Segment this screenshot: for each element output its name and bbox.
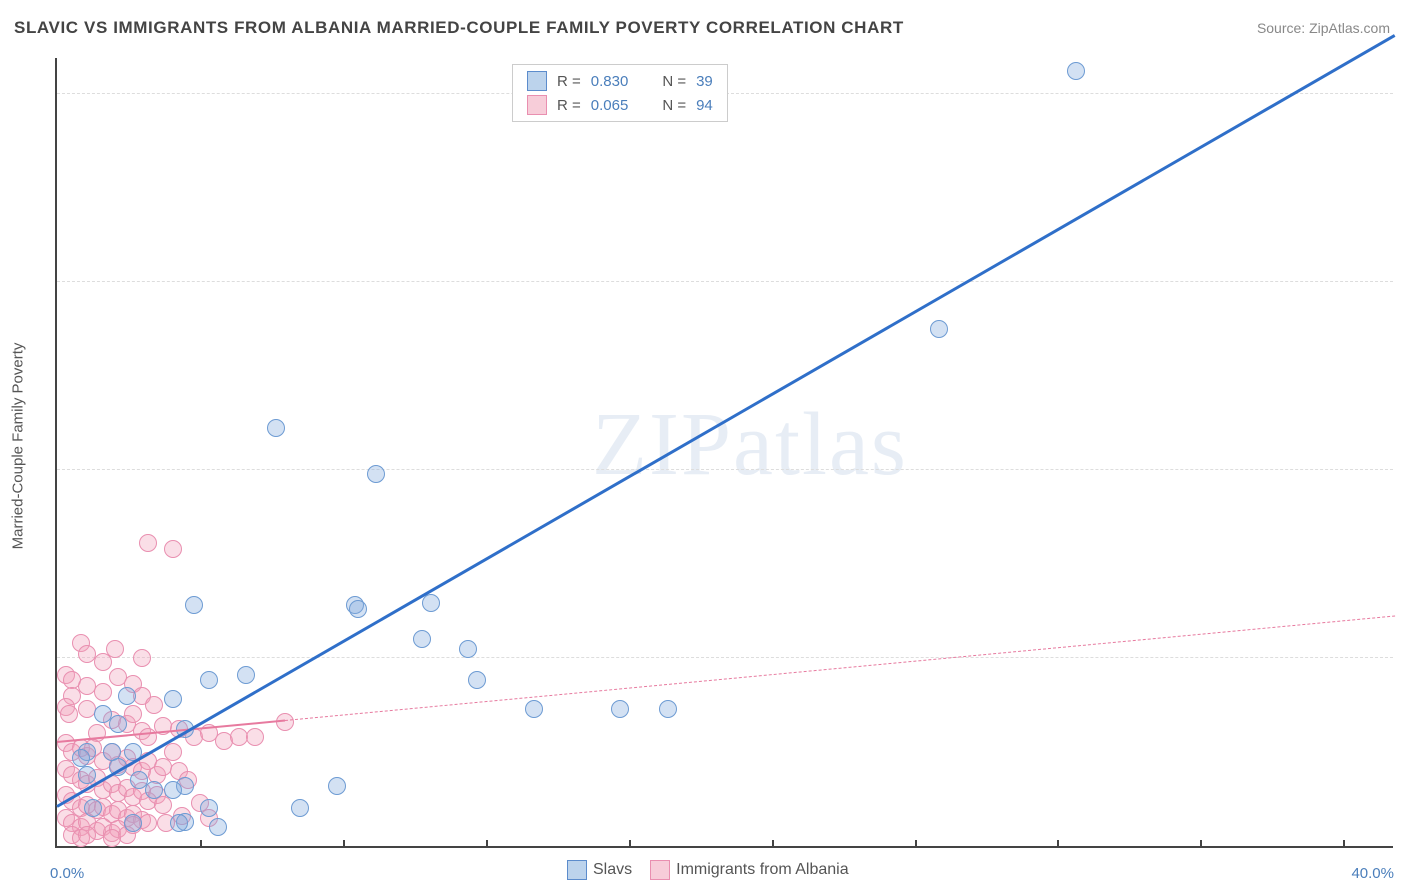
x-tick [629,840,631,848]
slavs-point [72,749,90,767]
chart-container: SLAVIC VS IMMIGRANTS FROM ALBANIA MARRIE… [0,0,1406,892]
trend-line [56,34,1395,808]
slavs-point [209,818,227,836]
n-value: 39 [696,73,713,90]
slavs-point [291,799,309,817]
slavs-point [170,814,188,832]
albania-point [145,696,163,714]
slavs-point [84,799,102,817]
albania-point [139,534,157,552]
n-label: N = [662,73,686,90]
gridline [57,657,1393,658]
slavs-point [124,814,142,832]
n-label: N = [662,97,686,114]
slavs-point [267,419,285,437]
x-tick [1343,840,1345,848]
slavs-point [164,690,182,708]
stats-legend-row: R = 0.065 N = 94 [527,95,713,115]
legend-swatch [567,860,587,880]
legend-swatch [650,860,670,880]
albania-point [246,728,264,746]
slavs-point [1067,62,1085,80]
slavs-point [237,666,255,684]
r-label: R = [557,97,581,114]
source-attribution: Source: ZipAtlas.com [1257,20,1390,36]
y-axis-label: Married-Couple Family Poverty [10,343,27,550]
x-end-label: 40.0% [1351,865,1394,882]
slavs-point [459,640,477,658]
slavs-point [145,781,163,799]
albania-point [78,826,96,844]
albania-point [60,705,78,723]
trend-line [285,616,1395,722]
slavs-point [659,700,677,718]
legend-swatch [527,71,547,91]
slavs-point [94,705,112,723]
series-legend: Slavs Immigrants from Albania [567,860,849,880]
plot-area: ZIPatlas 10.0%20.0%30.0%40.0%R =0.830N =… [55,58,1393,848]
albania-point [133,649,151,667]
r-value: 0.065 [591,97,629,114]
slavs-point [164,781,182,799]
gridline [57,281,1393,282]
watermark-atlas: atlas [733,395,908,494]
watermark-zip: ZIP [592,395,733,494]
r-label: R = [557,73,581,90]
gridline [57,469,1393,470]
slavs-point [611,700,629,718]
x-origin-label: 0.0% [50,865,84,882]
series-label: Immigrants from Albania [676,861,849,879]
slavs-point [468,671,486,689]
r-value: 0.830 [591,73,629,90]
slavs-point [367,465,385,483]
chart-title: SLAVIC VS IMMIGRANTS FROM ALBANIA MARRIE… [14,18,904,38]
albania-point [124,705,142,723]
slavs-point [328,777,346,795]
stats-legend: R = 0.830 N = 39 R = 0.065 N = 94 [512,64,728,122]
x-tick [915,840,917,848]
slavs-point [118,687,136,705]
albania-point [94,683,112,701]
stats-legend-row: R = 0.830 N = 39 [527,71,713,91]
slavs-point [349,600,367,618]
albania-point [103,829,121,847]
slavs-point [109,715,127,733]
slavs-point [422,594,440,612]
slavs-point [200,799,218,817]
slavs-point [200,671,218,689]
albania-point [94,653,112,671]
albania-point [164,540,182,558]
x-tick [343,840,345,848]
albania-point [139,728,157,746]
x-tick [486,840,488,848]
slavs-point [185,596,203,614]
series-label: Slavs [593,861,632,879]
albania-point [164,743,182,761]
n-value: 94 [696,97,713,114]
x-tick [772,840,774,848]
series-legend-item: Slavs [567,860,632,880]
slavs-point [78,766,96,784]
x-tick [1200,840,1202,848]
slavs-point [413,630,431,648]
slavs-point [525,700,543,718]
slavs-point [930,320,948,338]
series-legend-item: Immigrants from Albania [650,860,849,880]
x-tick [1057,840,1059,848]
legend-swatch [527,95,547,115]
x-tick [200,840,202,848]
